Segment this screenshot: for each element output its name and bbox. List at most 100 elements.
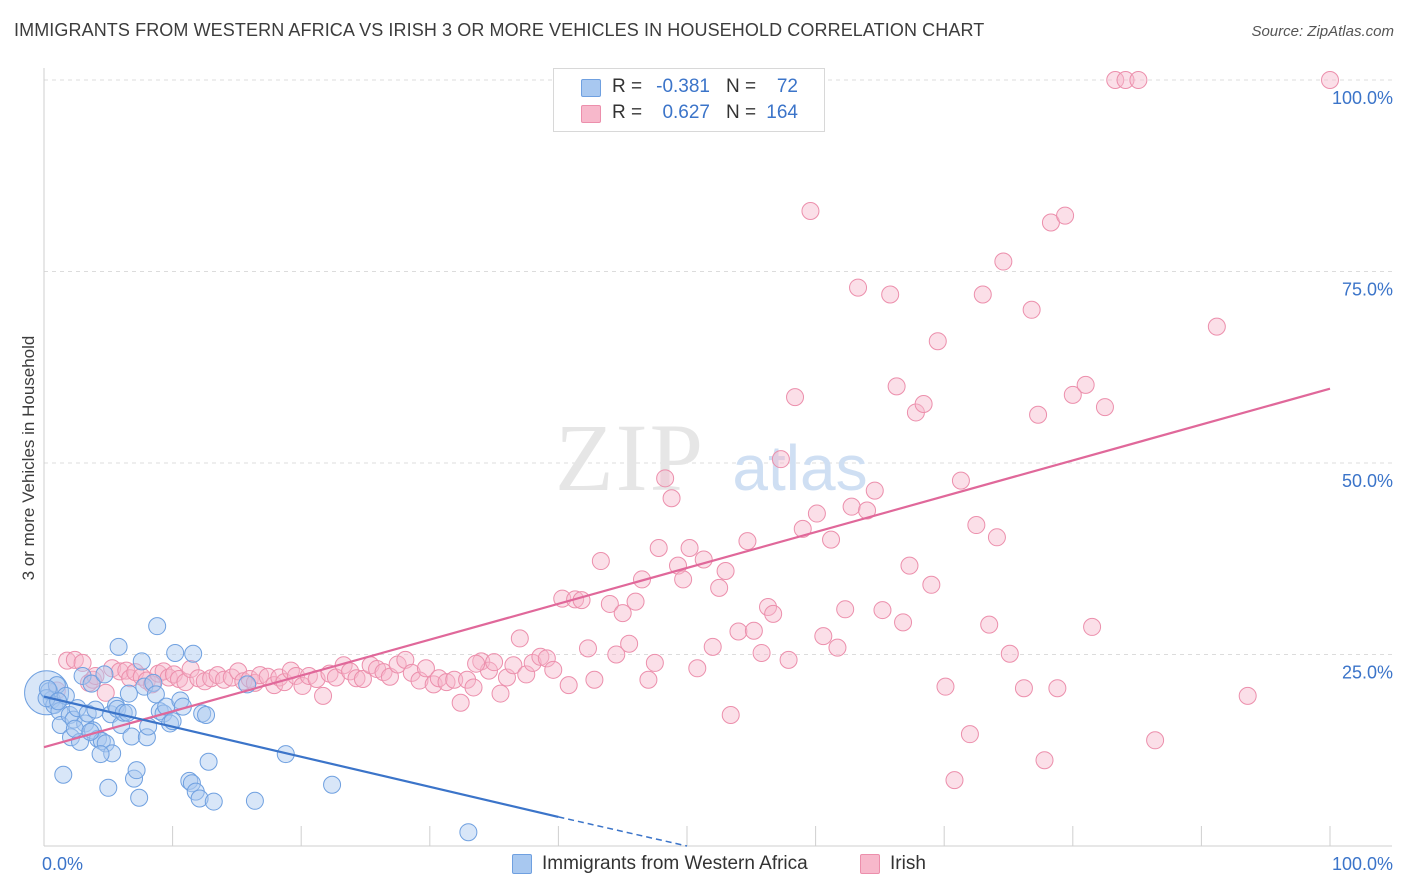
data-point-irish <box>721 706 740 725</box>
y-tick-label: 75.0% <box>1342 280 1393 300</box>
data-point-irish <box>491 684 510 703</box>
r-value: -0.381 <box>656 76 710 97</box>
y-tick-label: 25.0% <box>1342 663 1393 683</box>
data-point-irish <box>738 532 757 551</box>
gridlines <box>44 79 1392 655</box>
data-point-irish <box>537 649 556 668</box>
data-point-western-africa <box>54 765 73 784</box>
data-point-irish <box>1146 731 1165 750</box>
data-point-irish <box>1022 300 1041 319</box>
data-point-irish <box>451 693 470 712</box>
watermark-atlas: atlas <box>732 432 867 504</box>
data-point-irish <box>374 663 393 682</box>
legend-label: Irish <box>890 853 926 874</box>
series-irish <box>47 71 1339 790</box>
data-point-western-africa <box>197 706 216 725</box>
data-point-irish <box>779 650 798 669</box>
data-point-irish <box>814 627 833 646</box>
data-point-irish <box>314 686 333 705</box>
data-point-irish <box>607 645 626 664</box>
data-point-irish <box>1095 398 1114 417</box>
n-value: 164 <box>766 102 798 123</box>
data-point-irish <box>1076 375 1095 394</box>
data-point-irish <box>649 539 668 558</box>
data-point-irish <box>544 660 563 679</box>
data-point-irish <box>674 570 693 589</box>
data-point-western-africa <box>122 727 141 746</box>
data-point-irish <box>729 622 748 641</box>
data-point-irish <box>467 654 486 673</box>
legend-swatch-western-africa <box>581 79 601 97</box>
data-point-irish <box>58 651 77 670</box>
data-point-western-africa <box>99 778 118 797</box>
data-point-irish <box>531 647 550 666</box>
data-point-irish <box>600 594 619 613</box>
data-point-western-africa <box>95 665 114 684</box>
data-point-irish <box>858 501 877 520</box>
x-tick-label: 100.0% <box>1332 854 1393 874</box>
legend-row-irish: R = 0.627 N = 164 <box>554 100 824 126</box>
r-label: R = <box>612 76 643 97</box>
data-point-irish <box>980 615 999 634</box>
legend-swatch-irish <box>581 105 601 123</box>
data-point-western-africa <box>146 685 165 704</box>
data-point-irish <box>585 670 604 689</box>
data-point-irish <box>1056 206 1075 225</box>
data-point-western-africa <box>204 792 223 811</box>
data-point-western-africa <box>184 644 203 663</box>
data-point-irish <box>752 643 771 662</box>
data-point-irish <box>1048 679 1067 698</box>
data-point-irish <box>771 450 790 469</box>
data-point-irish <box>1063 385 1082 404</box>
data-point-irish <box>680 539 699 558</box>
data-point-irish <box>96 683 115 702</box>
axes <box>43 68 1392 847</box>
legend-row-western-africa: R = -0.381 N = 72 <box>554 74 824 100</box>
data-point-irish <box>807 504 826 523</box>
data-point-irish <box>458 670 477 689</box>
data-point-irish <box>251 666 270 685</box>
trend-lines <box>43 387 1331 847</box>
data-point-irish <box>822 530 841 549</box>
x-tick-label: 0.0% <box>42 854 83 874</box>
data-point-western-africa <box>245 791 264 810</box>
data-point-irish <box>936 677 955 696</box>
data-point-irish <box>639 670 658 689</box>
data-point-irish <box>994 252 1013 271</box>
data-point-irish <box>945 771 964 790</box>
source-label: Source: ZipAtlas.com <box>1251 23 1394 40</box>
data-point-irish <box>703 637 722 656</box>
data-point-irish <box>1238 686 1257 705</box>
r-label: R = <box>612 102 643 123</box>
data-point-irish <box>973 285 992 304</box>
data-point-irish <box>744 621 763 640</box>
data-point-irish <box>928 332 947 351</box>
tick-labels: 25.0% 50.0% 75.0% 100.0% 0.0% 100.0% <box>42 88 1393 874</box>
data-point-irish <box>842 497 861 516</box>
data-point-western-africa <box>109 637 128 656</box>
data-point-irish <box>396 650 415 669</box>
data-point-western-africa <box>96 734 115 753</box>
data-point-irish <box>645 653 664 672</box>
data-point-irish <box>881 285 900 304</box>
legend-swatch-western-africa <box>512 854 532 874</box>
data-point-western-africa <box>91 745 110 764</box>
data-point-irish <box>836 600 855 619</box>
data-point-irish <box>613 604 632 623</box>
data-point-irish <box>922 575 941 594</box>
data-point-irish <box>865 481 884 500</box>
data-point-western-africa <box>65 719 84 738</box>
data-point-irish <box>828 638 847 657</box>
data-point-irish <box>900 556 919 575</box>
data-point-irish <box>110 662 129 681</box>
y-tick-label: 100.0% <box>1332 88 1393 108</box>
data-point-western-africa <box>199 752 218 771</box>
legend-label: Immigrants from Western Africa <box>542 853 808 874</box>
data-point-western-africa <box>50 702 69 721</box>
data-point-irish <box>578 639 597 658</box>
data-point-irish <box>967 516 986 535</box>
data-point-irish <box>504 656 523 675</box>
data-point-irish <box>347 669 366 688</box>
data-point-irish <box>662 489 681 508</box>
